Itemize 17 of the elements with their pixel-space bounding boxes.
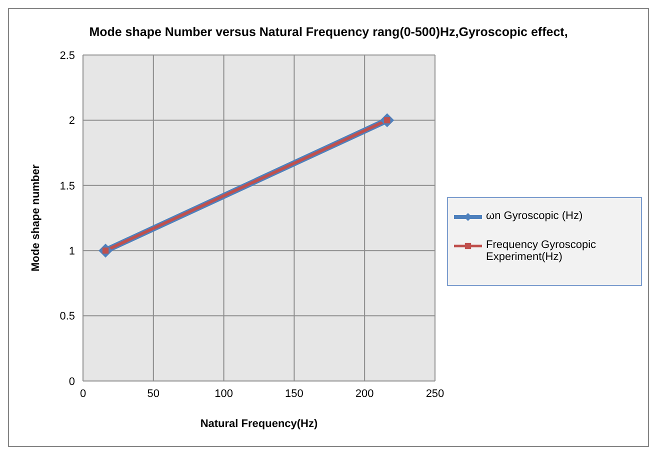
y-tick-label: 0.5 <box>60 310 75 323</box>
y-tick-label: 0 <box>68 376 75 388</box>
legend-label: Frequency Gyroscopic Experiment(Hz) <box>486 238 598 262</box>
chart-title: Mode shape Number versus Natural Frequency rang(0-500)Hz,Gyroscopic effect, <box>88 25 569 41</box>
x-tick-label: 100 <box>214 388 233 400</box>
y-tick-label: 1.5 <box>60 180 75 192</box>
x-tick-label: 150 <box>285 388 304 400</box>
y-tick-label: 1 <box>68 246 75 258</box>
x-tick-label: 0 <box>80 388 86 400</box>
x-tick-label: 200 <box>355 388 374 400</box>
y-tick-label: 2.5 <box>60 50 75 62</box>
y-axis-title: Mode shape number <box>30 164 42 272</box>
x-tick-label: 50 <box>147 388 160 400</box>
y-tick-label: 2 <box>68 115 75 128</box>
x-tick-label: 250 <box>426 388 444 400</box>
legend-label: ωn Gyroscopic (Hz) <box>486 210 583 222</box>
x-axis-title: Natural Frequency(Hz) <box>200 418 318 430</box>
